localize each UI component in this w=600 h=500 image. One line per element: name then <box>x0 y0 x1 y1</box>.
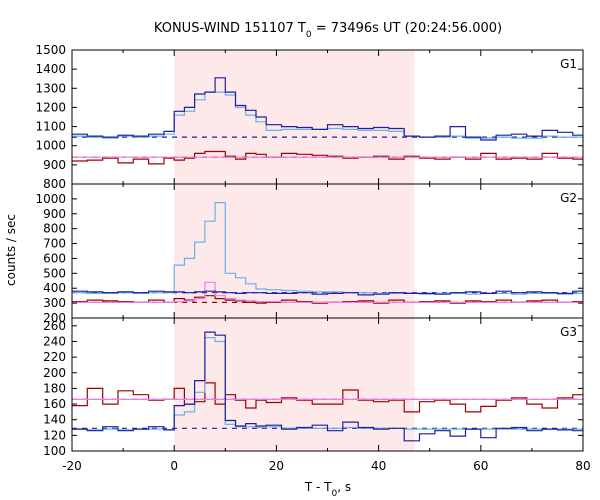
x-tick-label: -20 <box>62 459 82 473</box>
y-tick-label: 400 <box>43 281 66 295</box>
y-tick-label: 1400 <box>35 62 66 76</box>
x-tick-label: 40 <box>371 459 386 473</box>
panel-label-g3: G3 <box>560 325 577 339</box>
y-tick-label: 180 <box>43 381 66 395</box>
y-tick-label: 260 <box>43 319 66 333</box>
x-tick-label: 20 <box>269 459 284 473</box>
series-g1-0 <box>72 77 583 141</box>
x-tick-label: 60 <box>473 459 488 473</box>
series-g1-2 <box>72 150 583 165</box>
y-tick-label: 100 <box>43 444 66 458</box>
chart-title: KONUS-WIND 151107 T0 = 73496s UT (20:24:… <box>154 21 502 40</box>
y-tick-label: 240 <box>43 334 66 348</box>
series-g1-1 <box>72 91 583 139</box>
y-tick-label: 220 <box>43 350 66 364</box>
y-axis-label: counts / sec <box>4 214 18 286</box>
x-tick-label: 80 <box>575 459 590 473</box>
y-tick-label: 800 <box>43 222 66 236</box>
y-tick-label: 800 <box>43 177 66 191</box>
y-tick-label: 200 <box>43 366 66 380</box>
panel-g2 <box>72 202 583 304</box>
series-g3-0 <box>72 331 583 442</box>
y-tick-label: 160 <box>43 397 66 411</box>
x-axis-label: T - T0, s <box>304 480 351 499</box>
y-tick-label: 500 <box>43 266 66 280</box>
panel-label-g1: G1 <box>560 57 577 71</box>
y-tick-label: 700 <box>43 237 66 251</box>
y-tick-label: 600 <box>43 251 66 265</box>
panel-g3 <box>72 331 583 442</box>
y-tick-label: 300 <box>43 296 66 310</box>
y-tick-label: 200 <box>43 311 66 325</box>
series-g2-0 <box>72 290 583 296</box>
y-tick-label: 140 <box>43 413 66 427</box>
y-tick-label: 1100 <box>35 120 66 134</box>
y-tick-label: 120 <box>43 428 66 442</box>
panel-g1 <box>72 77 583 165</box>
y-tick-label: 1200 <box>35 100 66 114</box>
panel-label-g2: G2 <box>560 191 577 205</box>
series-g2-3 <box>72 281 583 303</box>
y-tick-label: 1300 <box>35 81 66 95</box>
y-tick-label: 900 <box>43 158 66 172</box>
x-tick-label: 0 <box>170 459 178 473</box>
y-tick-label: 1000 <box>35 192 66 206</box>
y-tick-label: 1500 <box>35 43 66 57</box>
y-tick-label: 900 <box>43 207 66 221</box>
series-g3-1 <box>72 337 583 431</box>
y-tick-label: 1000 <box>35 139 66 153</box>
highlight-interval <box>174 50 415 451</box>
